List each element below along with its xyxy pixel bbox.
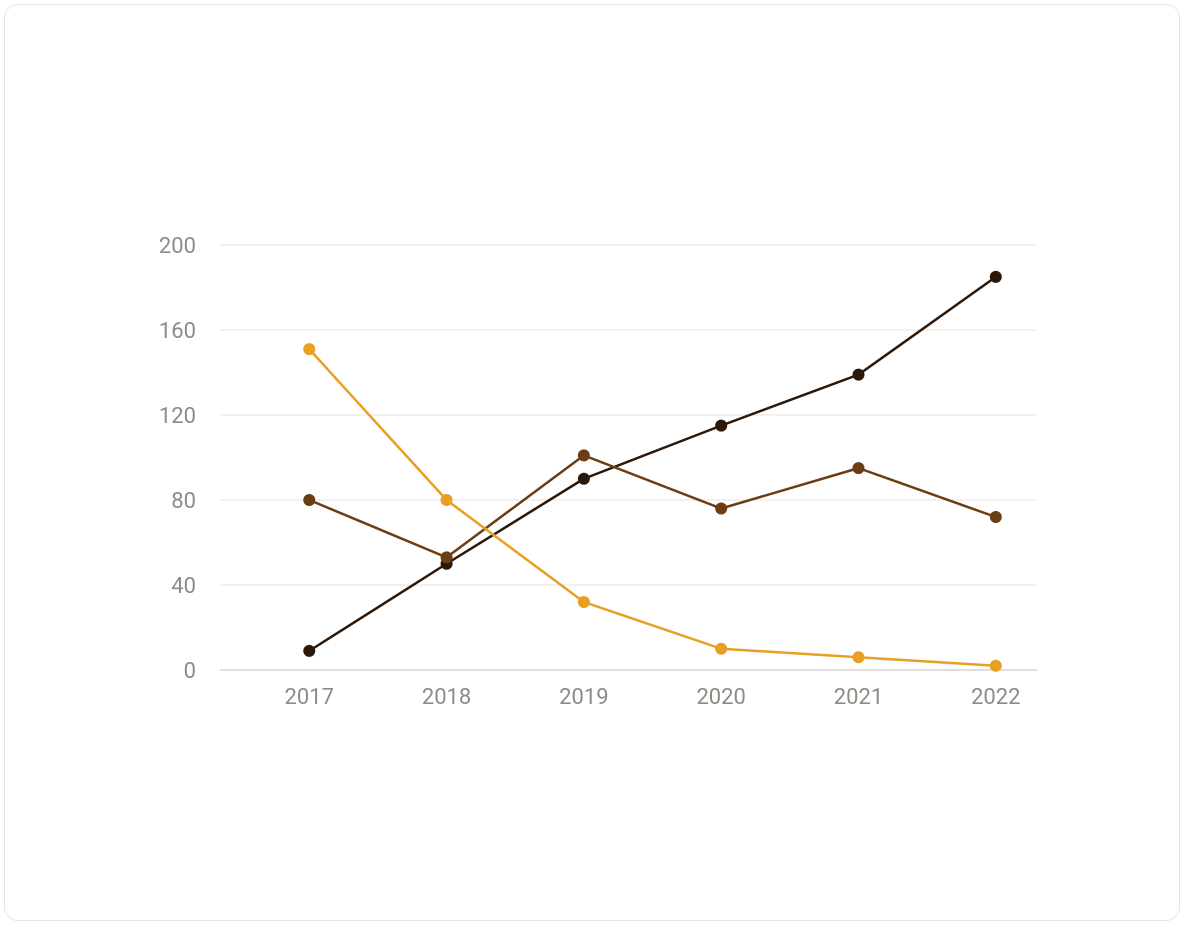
series-marker-series-a (578, 473, 590, 485)
series-marker-series-c (715, 643, 727, 655)
series-marker-series-b (441, 551, 453, 563)
series-marker-series-a (715, 420, 727, 432)
y-tick-label: 80 (171, 489, 196, 514)
series-marker-series-c (441, 494, 453, 506)
x-tick-label: 2017 (285, 685, 334, 710)
series-marker-series-c (990, 660, 1002, 672)
y-tick-label: 0 (184, 659, 196, 684)
series-marker-series-a (303, 645, 315, 657)
chart-card: 0 40 80 120 160 200 2017 2018 2019 2020 2021 2022 (4, 4, 1180, 921)
series-marker-series-b (715, 503, 727, 515)
y-tick-label: 160 (159, 319, 196, 344)
series-marker-series-c (303, 343, 315, 355)
y-tick-label: 200 (159, 234, 196, 259)
x-tick-label: 2022 (971, 685, 1020, 710)
series-marker-series-b (303, 494, 315, 506)
series-line-series-b (309, 455, 996, 557)
series-marker-series-c (578, 596, 590, 608)
series-marker-series-b (990, 511, 1002, 523)
series-line-series-c (309, 349, 996, 666)
x-tick-label: 2021 (834, 685, 883, 710)
series-marker-series-c (852, 651, 864, 663)
series-marker-series-b (578, 449, 590, 461)
y-tick-label: 120 (159, 404, 196, 429)
series-marker-series-a (852, 369, 864, 381)
x-tick-label: 2018 (422, 685, 471, 710)
x-tick-label: 2020 (696, 685, 745, 710)
series-marker-series-b (852, 462, 864, 474)
x-tick-label: 2019 (559, 685, 608, 710)
y-tick-label: 40 (171, 574, 196, 599)
line-chart: 0 40 80 120 160 200 2017 2018 2019 2020 2021 2022 (5, 5, 1179, 920)
series-marker-series-a (990, 271, 1002, 283)
